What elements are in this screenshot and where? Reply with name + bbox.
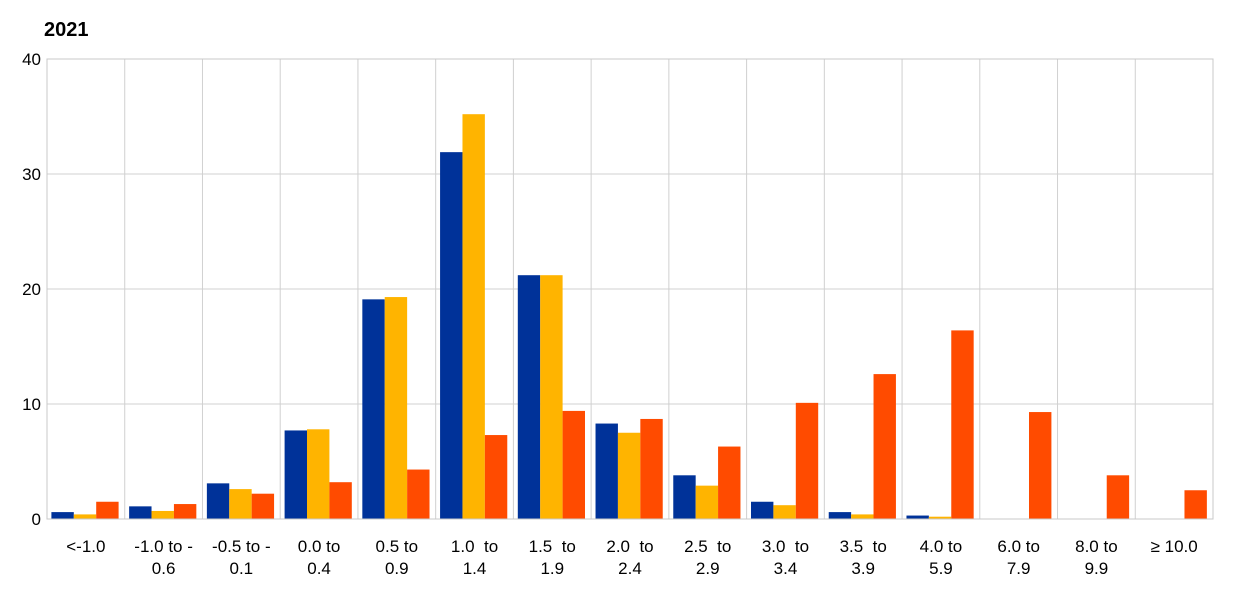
bar [928,516,952,519]
x-tick-label: <-1.0 [66,537,105,556]
plot-frame [46,58,1214,520]
bar [307,429,330,519]
bar [206,483,230,519]
bar [151,510,174,519]
bar [906,515,929,519]
y-tick-label: 20 [22,280,41,299]
chart-title: 2021 [44,19,89,41]
bar [329,482,352,519]
x-tick-label: -0.5 to -0.1 [212,537,271,578]
bar [595,423,618,519]
bar [828,512,852,519]
bar [362,299,385,519]
bar [251,493,275,519]
bar [73,514,97,519]
bar [407,469,430,519]
y-tick-label: 10 [22,395,41,414]
bar [129,506,152,519]
bar [795,402,819,519]
bar [284,430,307,519]
x-axis-labels: <-1.0 -1.0 to -0.6 -0.5 to -0.1 0.0 to 0.4 0.… [66,537,1197,578]
bar [562,410,585,519]
bar [517,275,541,519]
bar [1184,490,1207,519]
bar [96,501,119,519]
x-tick-label: 1.5 to 1.9 [529,537,576,578]
bar [440,152,463,519]
bar [951,330,974,519]
bar [617,432,641,519]
bar [673,475,696,519]
bar [484,435,508,519]
y-tick-label: 40 [22,50,41,69]
bar [462,114,485,519]
x-tick-label: 3.5 to 3.9 [840,537,887,578]
x-tick-label: 6.0 to 7.9 [997,537,1040,578]
bar [873,374,896,519]
bar [640,418,663,519]
bar [384,297,408,519]
bar [540,275,563,519]
bar [1029,412,1052,519]
bar [51,512,74,519]
y-tick-label: 0 [32,510,41,529]
bar [718,446,741,519]
x-tick-label: 0.5 to 0.9 [376,537,419,578]
bar [851,514,874,519]
bar [173,504,197,519]
x-tick-label: 2.0 to 2.4 [606,537,653,578]
x-tick-label: 2.5 to 2.9 [684,537,731,578]
x-tick-label: ≥ 10.0 [1151,537,1198,556]
bar [773,505,796,519]
x-tick-label: 1.0 to 1.4 [451,537,498,578]
y-tick-label: 30 [22,165,41,184]
y-axis-ticks: 0 10 20 30 40 [22,50,41,529]
bar [751,501,774,519]
bar [1106,475,1130,519]
bar [229,489,252,519]
bar [695,485,719,519]
x-tick-label: 8.0 to 9.9 [1075,537,1118,578]
x-tick-label: 4.0 to 5.9 [920,537,963,578]
x-tick-label: 0.0 to 0.4 [298,537,341,578]
x-tick-label: 3.0 to 3.4 [762,537,809,578]
x-tick-label: -1.0 to -0.6 [134,537,193,578]
bars [51,114,1207,519]
